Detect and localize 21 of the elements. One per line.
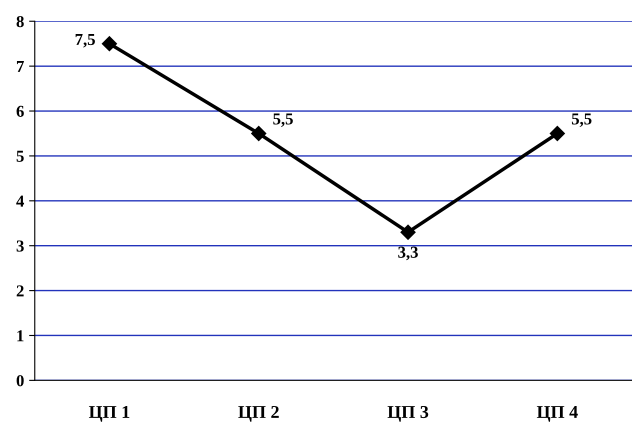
- point: [550, 126, 565, 142]
- y-tick-label: 4: [16, 196, 24, 207]
- x-tick-label: ЦП 3: [388, 406, 428, 422]
- point: [400, 224, 416, 240]
- x-tick-label: ЦП 1: [88, 406, 130, 422]
- data-label: 5,5: [572, 113, 592, 127]
- data-label: 7,5: [76, 34, 95, 48]
- y-tick-label: 6: [16, 106, 24, 117]
- point: [102, 36, 117, 52]
- y-tick-label: 0: [16, 375, 24, 386]
- y-tick-label: 5: [16, 150, 24, 162]
- y-tick-label: 2: [16, 285, 24, 296]
- y-tick-label: 7: [16, 61, 24, 72]
- x-tick-label: ЦП 4: [536, 406, 578, 422]
- y-tick-label: 3: [16, 240, 24, 252]
- data-label: 3,3: [398, 246, 418, 260]
- y-tick-label: 1: [17, 330, 24, 342]
- y-tick-label: 8: [16, 16, 24, 28]
- point: [251, 126, 266, 142]
- x-tick-label: ЦП 2: [238, 406, 279, 422]
- data-label: 5,5: [273, 113, 293, 127]
